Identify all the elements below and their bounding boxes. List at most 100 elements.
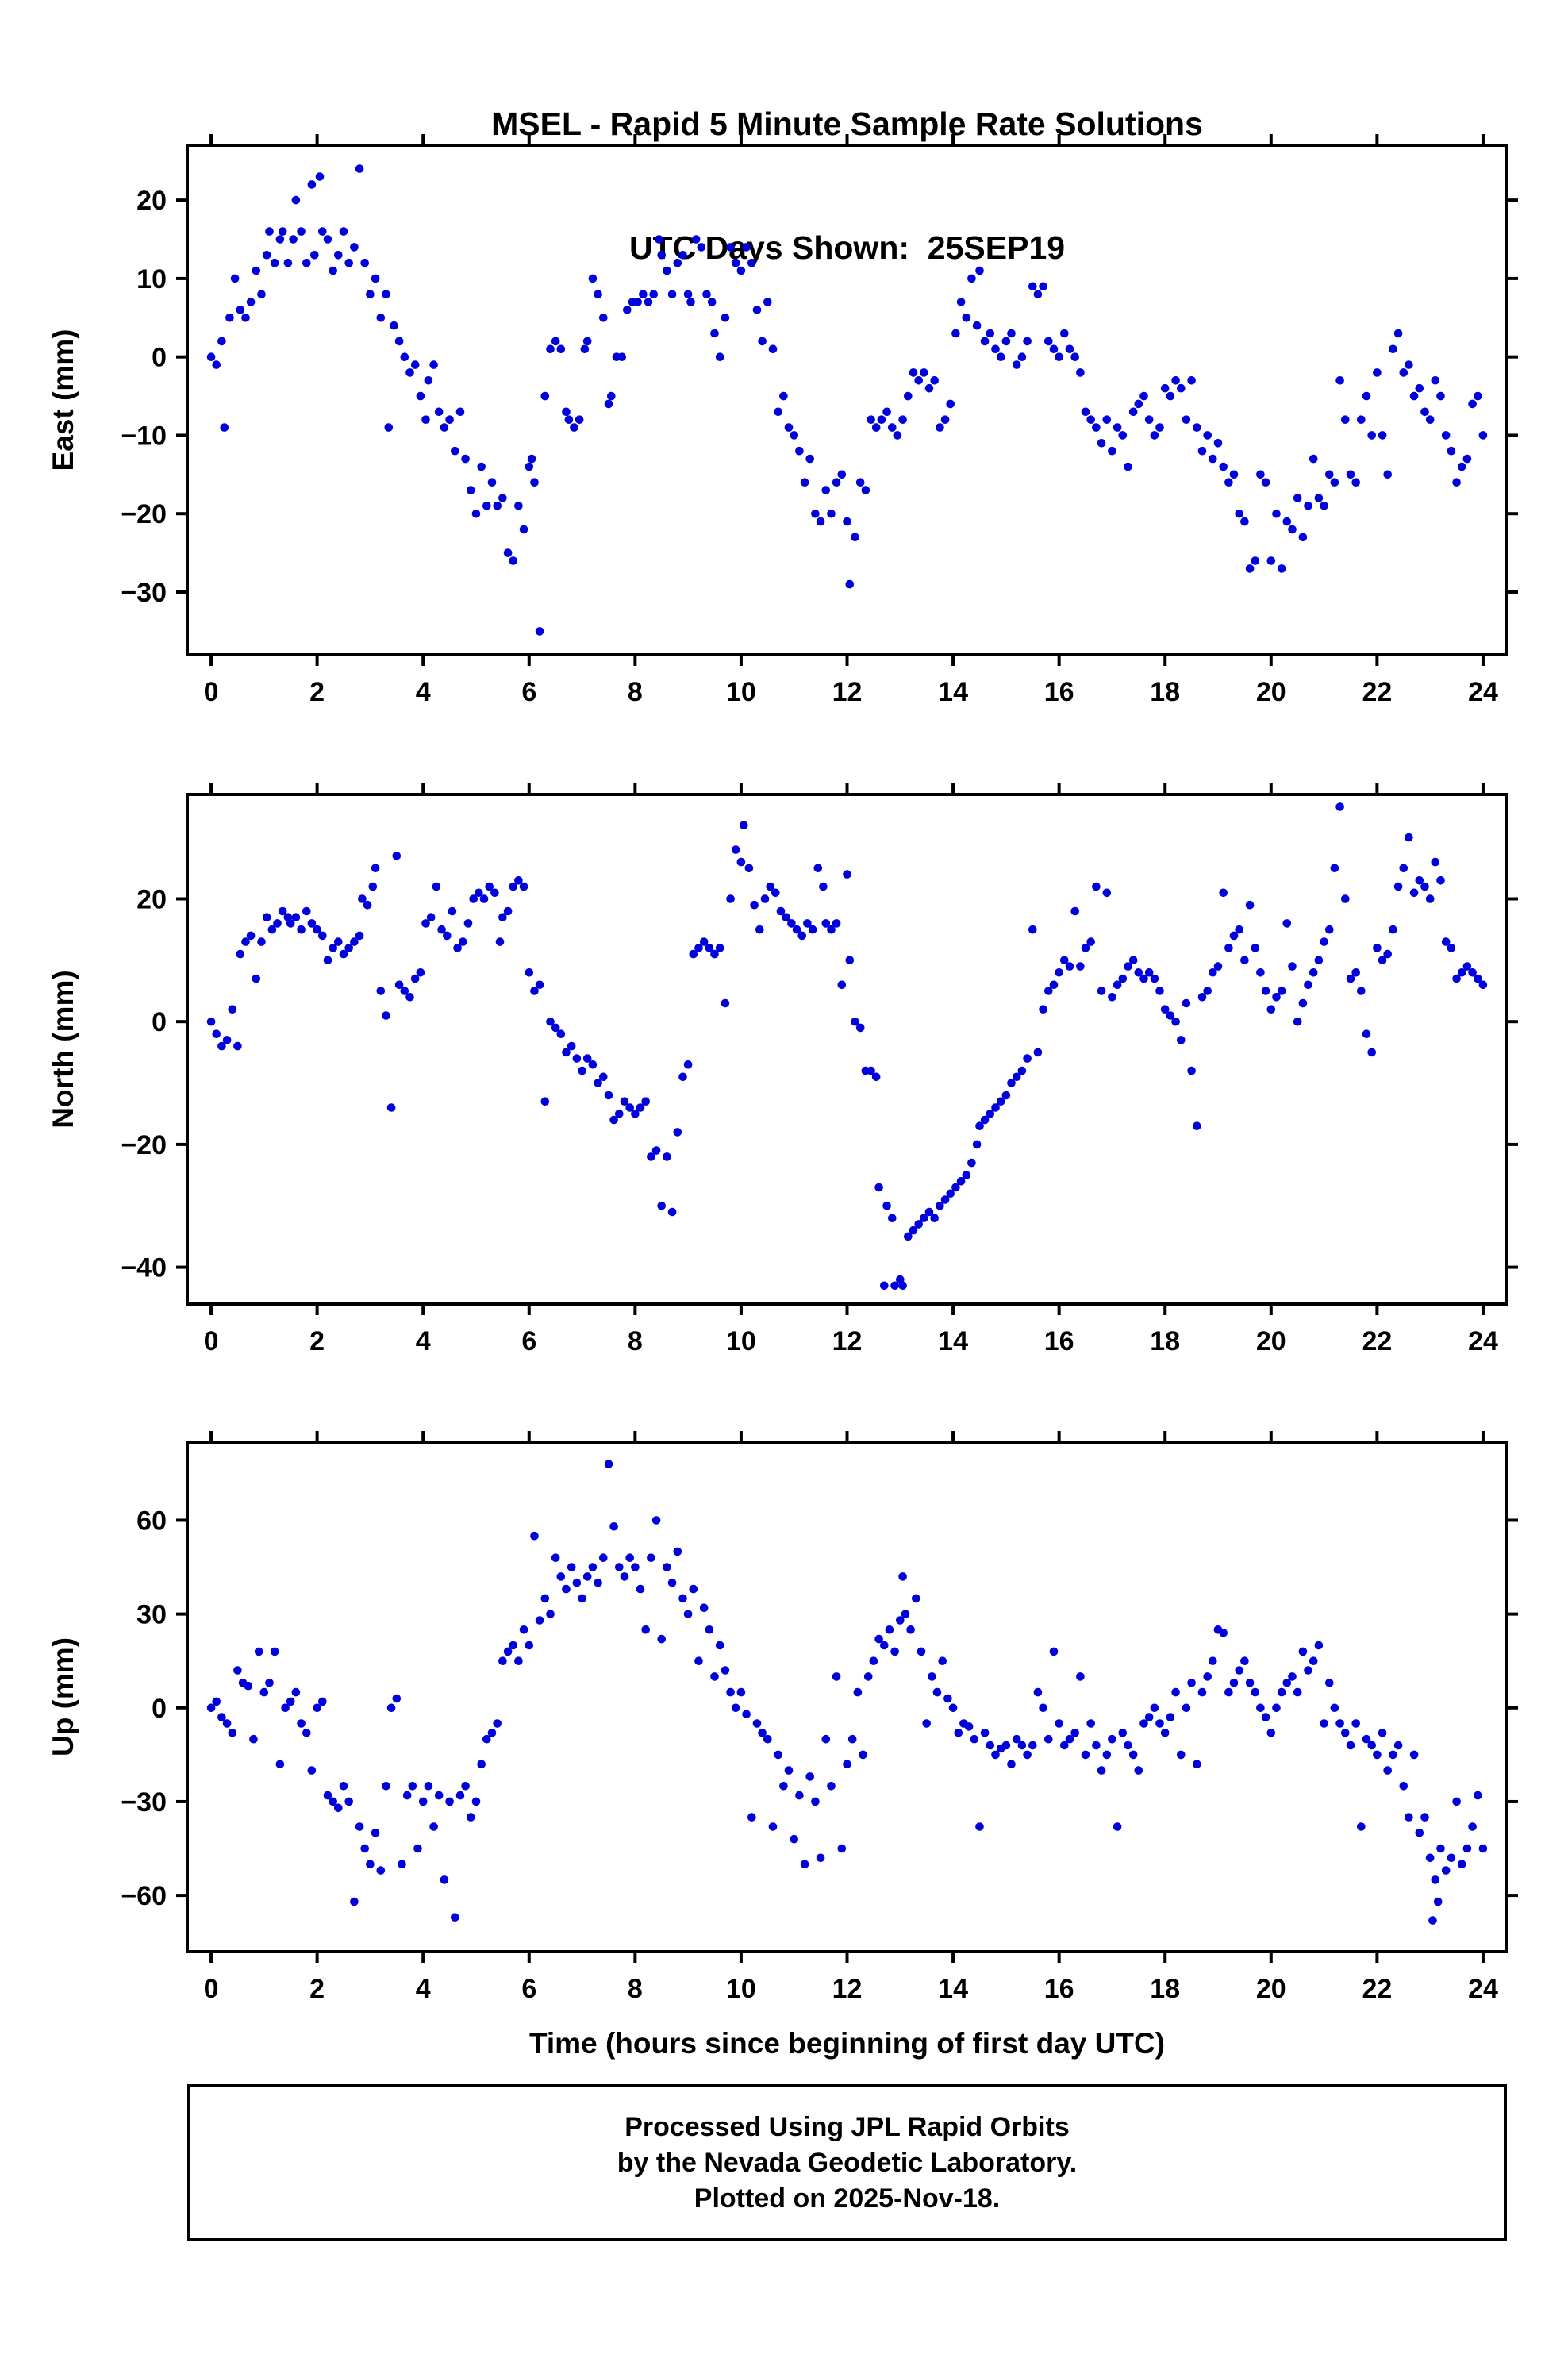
data-point <box>1049 980 1059 990</box>
data-point <box>1288 962 1297 971</box>
data-point <box>540 1097 550 1106</box>
data-point <box>230 274 240 283</box>
data-point <box>241 937 250 946</box>
data-point <box>551 1023 560 1033</box>
data-point <box>461 1782 470 1791</box>
data-point <box>1373 368 1382 377</box>
data-point <box>636 1103 645 1112</box>
data-point <box>1478 1844 1488 1853</box>
data-point <box>956 298 966 306</box>
data-point <box>575 415 584 424</box>
data-point <box>855 1023 865 1033</box>
x-tick-label: 6 <box>521 1974 536 2004</box>
data-point <box>482 1734 491 1744</box>
data-point <box>744 864 754 873</box>
data-point <box>262 251 271 260</box>
up-frame <box>186 1441 1508 1953</box>
data-point <box>1362 1029 1371 1038</box>
data-point <box>1425 415 1435 424</box>
data-point <box>562 1584 571 1594</box>
data-point <box>867 415 875 424</box>
data-point <box>254 1647 263 1656</box>
data-point <box>530 1531 539 1541</box>
data-point <box>1033 1687 1043 1697</box>
data-point <box>386 1703 396 1713</box>
data-point <box>631 1109 640 1118</box>
data-point <box>273 919 282 928</box>
data-point <box>1081 407 1090 417</box>
data-point <box>811 1797 820 1806</box>
data-point <box>625 1103 634 1112</box>
data-point <box>228 1005 237 1014</box>
data-point <box>1261 1713 1270 1721</box>
data-point <box>323 956 332 965</box>
data-point <box>655 235 663 244</box>
data-point <box>572 1054 582 1063</box>
x-tick-label: 6 <box>521 1326 536 1356</box>
x-tick-label: 8 <box>628 677 643 707</box>
data-point <box>779 1782 788 1791</box>
data-point <box>683 1060 693 1069</box>
data-point <box>1452 974 1461 983</box>
data-point <box>1383 1766 1392 1775</box>
data-point <box>315 172 325 181</box>
data-point <box>1155 423 1164 432</box>
data-point <box>1251 556 1260 565</box>
data-point <box>888 1214 897 1222</box>
data-point <box>855 478 865 487</box>
data-point <box>291 195 301 205</box>
data-point <box>813 864 823 873</box>
data-point <box>1330 478 1339 487</box>
data-point <box>1383 470 1392 479</box>
data-point <box>1357 415 1366 424</box>
data-point <box>432 882 441 891</box>
data-point <box>797 931 806 941</box>
north-axis-label: North (mm) <box>47 970 79 1128</box>
data-point <box>851 1017 859 1026</box>
data-point <box>582 337 592 346</box>
data-point <box>530 987 539 995</box>
data-point <box>843 517 851 526</box>
data-point <box>986 1741 995 1750</box>
data-point <box>1229 931 1239 941</box>
data-point <box>893 431 902 440</box>
data-point <box>275 1760 285 1768</box>
data-point <box>683 1610 693 1618</box>
data-point <box>530 478 539 487</box>
data-point <box>1288 1672 1297 1681</box>
data-point <box>580 344 590 354</box>
data-point <box>244 1681 253 1691</box>
data-point <box>1182 415 1191 424</box>
data-point <box>1468 399 1477 409</box>
data-point <box>1298 1647 1308 1656</box>
data-point <box>418 1797 428 1806</box>
data-point <box>471 509 481 518</box>
data-point <box>1282 517 1292 526</box>
y-tick-label: 20 <box>136 186 167 216</box>
data-point <box>1282 1679 1292 1687</box>
data-point <box>1092 882 1101 891</box>
x-tick-label: 20 <box>1256 677 1286 707</box>
data-point <box>339 949 348 959</box>
data-point <box>1240 517 1249 526</box>
data-point <box>1203 431 1212 440</box>
data-point <box>1128 407 1138 417</box>
data-point <box>740 821 748 829</box>
data-point <box>1017 1741 1027 1750</box>
data-point <box>519 1625 528 1634</box>
data-point <box>334 937 343 946</box>
data-point <box>434 1791 444 1800</box>
data-point <box>267 925 277 934</box>
data-point <box>1012 360 1021 369</box>
data-point <box>562 407 571 417</box>
data-point <box>657 251 666 260</box>
data-point <box>1367 1048 1376 1057</box>
data-point <box>1346 470 1355 479</box>
data-point <box>1219 888 1228 898</box>
data-point <box>519 882 528 891</box>
data-point <box>920 1214 928 1222</box>
data-point <box>416 391 425 401</box>
data-point <box>329 944 338 952</box>
data-point <box>429 360 438 369</box>
x-tick-label: 2 <box>309 1326 325 1356</box>
